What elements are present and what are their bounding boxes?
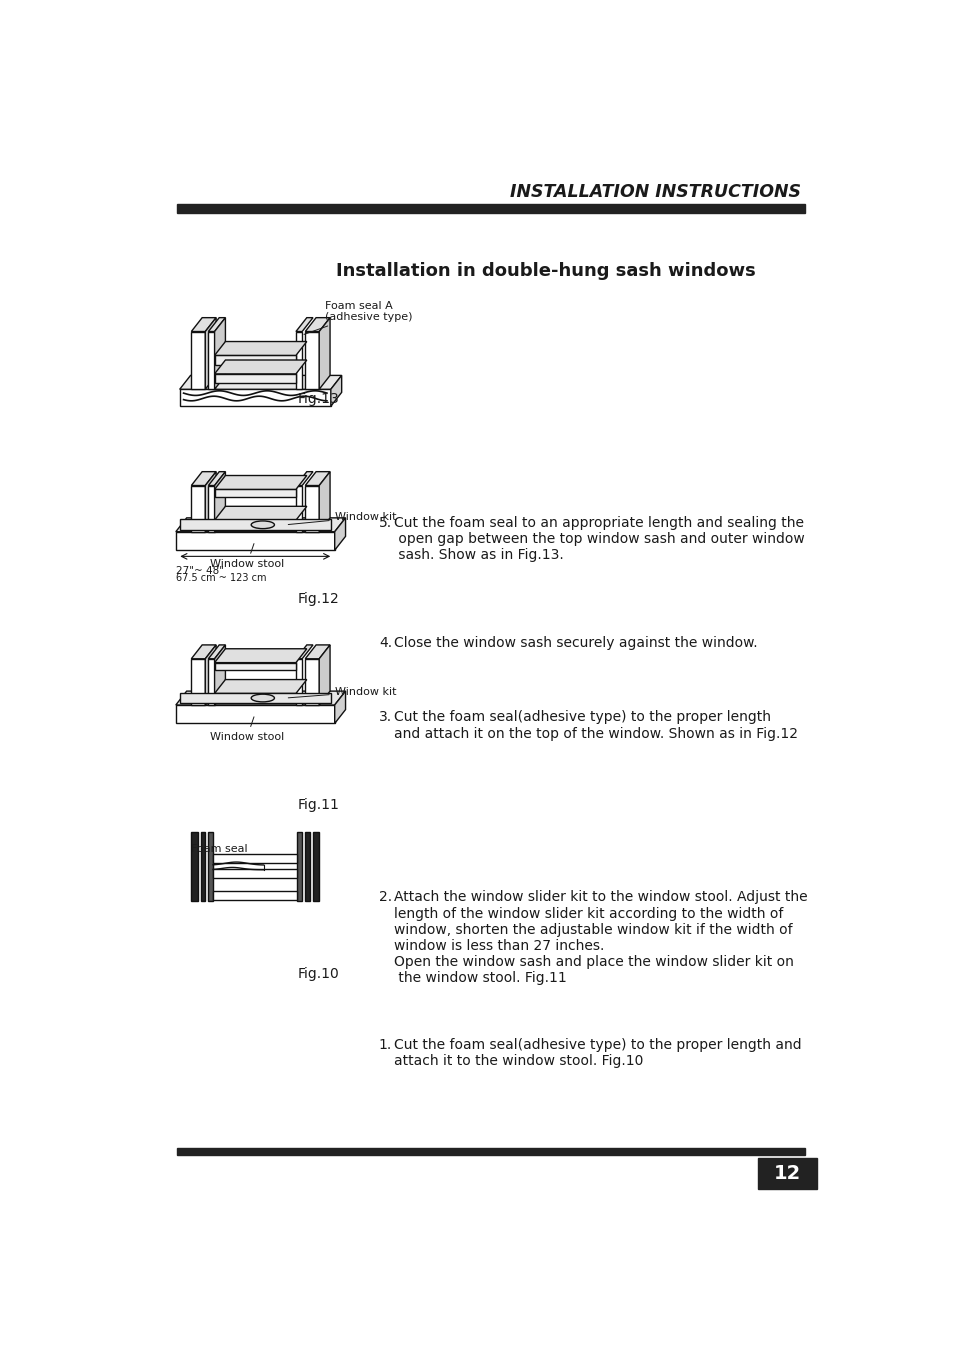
Text: 27"~ 48": 27"~ 48" — [175, 566, 224, 576]
Polygon shape — [305, 331, 319, 389]
Text: Fig.13: Fig.13 — [297, 392, 339, 407]
Polygon shape — [200, 832, 205, 901]
Polygon shape — [175, 692, 345, 705]
Polygon shape — [305, 659, 319, 705]
Polygon shape — [179, 693, 331, 704]
Polygon shape — [208, 331, 214, 389]
Polygon shape — [208, 317, 225, 331]
Polygon shape — [305, 832, 310, 901]
Polygon shape — [295, 471, 313, 485]
Bar — [757, 1158, 816, 1189]
Text: INSTALLATION INSTRUCTIONS: INSTALLATION INSTRUCTIONS — [510, 182, 801, 200]
Text: 67.5 cm ~ 123 cm: 67.5 cm ~ 123 cm — [175, 573, 266, 584]
Text: Attach the window slider kit to the window stool. Adjust the
length of the windo: Attach the window slider kit to the wind… — [394, 890, 807, 985]
Polygon shape — [313, 832, 319, 901]
Text: 1.: 1. — [378, 1038, 392, 1052]
Polygon shape — [175, 532, 335, 550]
Polygon shape — [192, 317, 216, 331]
Text: Cut the foam seal(adhesive type) to the proper length
and attach it on the top o: Cut the foam seal(adhesive type) to the … — [394, 711, 798, 740]
Polygon shape — [331, 376, 341, 407]
Text: Window stool: Window stool — [210, 717, 284, 742]
Polygon shape — [214, 520, 295, 528]
Bar — [177, 1148, 804, 1155]
Text: Fig.12: Fig.12 — [297, 592, 339, 607]
Polygon shape — [175, 517, 345, 532]
Polygon shape — [214, 648, 307, 662]
Polygon shape — [192, 659, 205, 705]
Text: Foam seal A
(adhesive type): Foam seal A (adhesive type) — [304, 301, 412, 335]
Polygon shape — [208, 485, 214, 532]
Text: Close the window sash securely against the window.: Close the window sash securely against t… — [394, 636, 758, 650]
Bar — [177, 204, 804, 213]
Polygon shape — [319, 317, 330, 389]
Polygon shape — [335, 692, 345, 723]
Polygon shape — [295, 331, 302, 389]
Polygon shape — [214, 471, 225, 532]
Polygon shape — [192, 644, 216, 659]
Polygon shape — [214, 680, 307, 693]
Polygon shape — [213, 854, 297, 863]
Polygon shape — [214, 476, 307, 489]
Text: 3.: 3. — [378, 711, 392, 724]
Text: Cut the foam seal(adhesive type) to the proper length and
attach it to the windo: Cut the foam seal(adhesive type) to the … — [394, 1038, 801, 1069]
Polygon shape — [208, 644, 225, 659]
Polygon shape — [214, 359, 307, 374]
Polygon shape — [297, 832, 302, 901]
Polygon shape — [319, 644, 330, 705]
Polygon shape — [208, 471, 225, 485]
Polygon shape — [214, 342, 307, 355]
Polygon shape — [192, 485, 205, 532]
Text: 2.: 2. — [378, 890, 392, 904]
Polygon shape — [208, 659, 214, 705]
Polygon shape — [205, 471, 216, 532]
Polygon shape — [305, 485, 319, 532]
Polygon shape — [214, 662, 295, 670]
Text: Installation in double-hung sash windows: Installation in double-hung sash windows — [335, 262, 755, 280]
Polygon shape — [214, 693, 295, 701]
Polygon shape — [295, 317, 313, 331]
Text: Cut the foam seal to an appropriate length and sealing the
 open gap between the: Cut the foam seal to an appropriate leng… — [394, 516, 804, 562]
Text: Window kit: Window kit — [288, 512, 395, 524]
Text: Fig.11: Fig.11 — [297, 798, 339, 812]
Text: Window stool: Window stool — [210, 543, 284, 569]
Polygon shape — [213, 869, 297, 878]
Polygon shape — [214, 355, 295, 365]
Text: Fig.10: Fig.10 — [297, 966, 339, 981]
Polygon shape — [305, 317, 330, 331]
Ellipse shape — [251, 694, 274, 703]
Polygon shape — [214, 507, 307, 520]
Polygon shape — [305, 471, 330, 485]
Polygon shape — [295, 644, 313, 659]
Polygon shape — [213, 890, 297, 900]
Polygon shape — [179, 376, 341, 389]
Polygon shape — [208, 832, 213, 901]
Polygon shape — [295, 485, 302, 532]
Polygon shape — [335, 517, 345, 550]
Polygon shape — [205, 317, 216, 389]
Polygon shape — [179, 519, 331, 530]
Polygon shape — [192, 471, 216, 485]
Polygon shape — [175, 705, 335, 723]
Polygon shape — [214, 644, 225, 705]
Text: 5.: 5. — [378, 516, 392, 530]
Polygon shape — [192, 331, 205, 389]
Ellipse shape — [251, 521, 274, 528]
Polygon shape — [192, 832, 197, 901]
Polygon shape — [214, 317, 225, 389]
Polygon shape — [214, 374, 295, 384]
Polygon shape — [295, 659, 302, 705]
Polygon shape — [319, 471, 330, 532]
Text: Foam seal: Foam seal — [192, 844, 248, 854]
Text: Window kit: Window kit — [288, 686, 395, 698]
Text: 4.: 4. — [378, 636, 392, 650]
Polygon shape — [305, 644, 330, 659]
Polygon shape — [205, 644, 216, 705]
Polygon shape — [179, 389, 331, 407]
Polygon shape — [214, 489, 295, 497]
Text: 12: 12 — [773, 1163, 801, 1182]
